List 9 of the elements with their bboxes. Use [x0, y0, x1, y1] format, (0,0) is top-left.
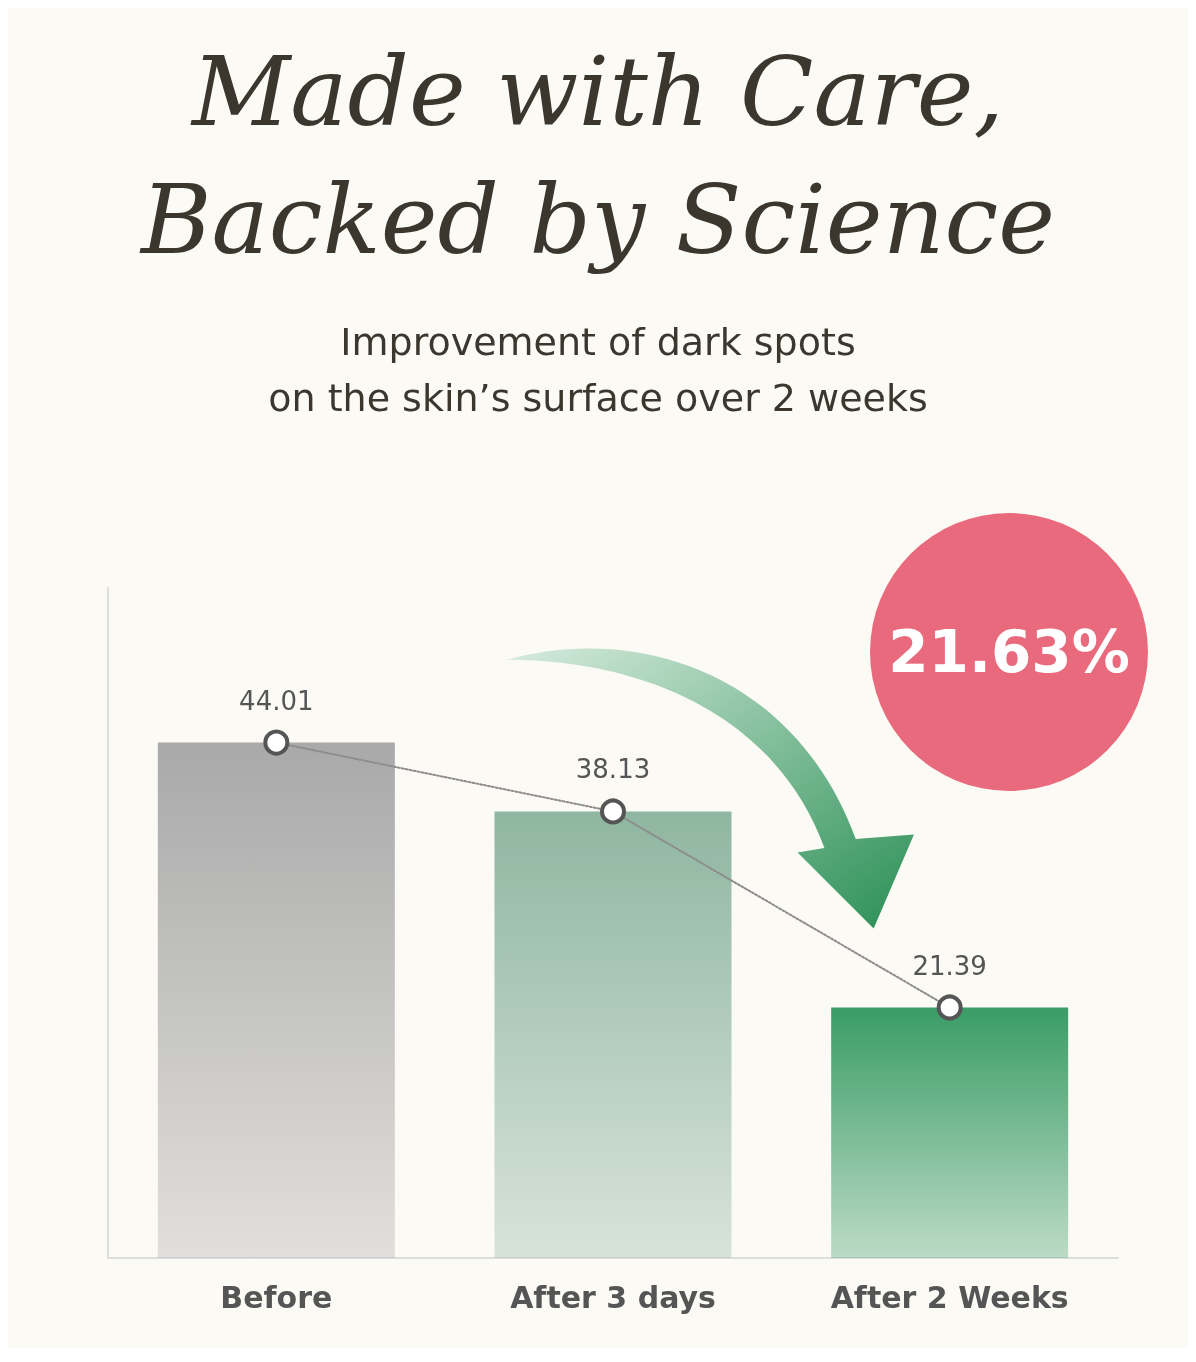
x-tick-label: Before: [220, 1279, 333, 1315]
chart-title: Made with Care, Backed by Science: [138, 35, 1057, 278]
data-label: 21.39: [912, 950, 987, 981]
text: 21.63%: [888, 618, 1130, 686]
data-label: 44.01: [239, 685, 314, 716]
x-tick-label: After 2 Weeks: [830, 1279, 1069, 1315]
chart-subtitle: Improvement of dark spots on the skin’s surface over 2 weeks: [267, 319, 929, 422]
x-tick-label: After 3 days: [510, 1279, 716, 1315]
data-label: 38.13: [575, 754, 651, 785]
